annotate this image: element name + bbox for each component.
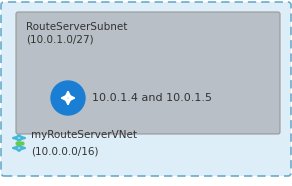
Circle shape: [51, 81, 85, 115]
Text: RouteServerSubnet: RouteServerSubnet: [26, 22, 127, 32]
Text: (10.0.1.0/27): (10.0.1.0/27): [26, 34, 94, 44]
FancyBboxPatch shape: [1, 2, 291, 176]
FancyBboxPatch shape: [16, 12, 280, 134]
Text: 10.0.1.4 and 10.0.1.5: 10.0.1.4 and 10.0.1.5: [92, 93, 212, 103]
Text: (10.0.0.0/16): (10.0.0.0/16): [31, 146, 98, 156]
Text: myRouteServerVNet: myRouteServerVNet: [31, 130, 137, 140]
